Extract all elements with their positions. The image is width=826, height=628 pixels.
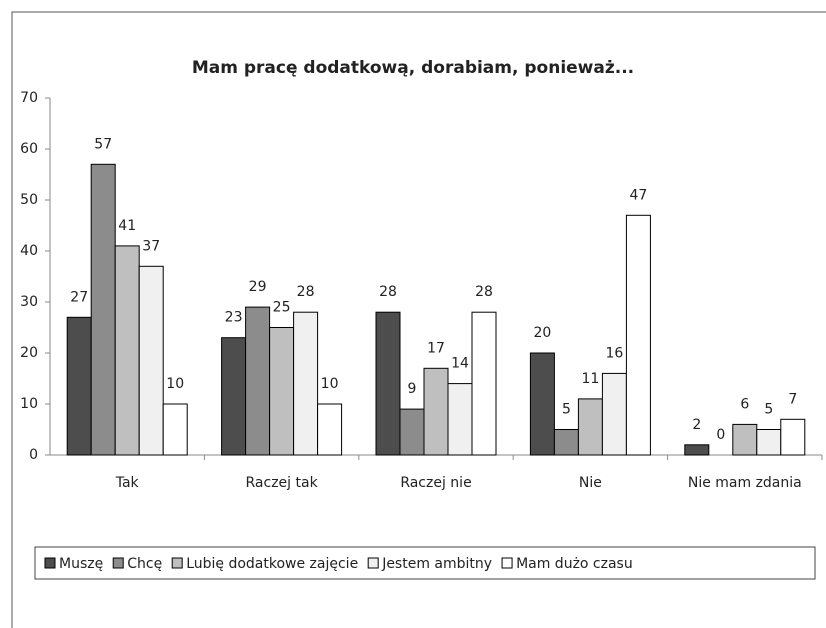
- data-label: 29: [249, 279, 267, 295]
- data-label: 5: [562, 402, 571, 418]
- legend-label: Lubię dodatkowe zajęcie: [186, 556, 358, 572]
- bar: [577, 398, 603, 456]
- data-label: 41: [118, 218, 136, 234]
- x-tick-label: Nie: [579, 475, 602, 491]
- bar: [529, 352, 555, 456]
- data-label: 17: [427, 340, 445, 356]
- bar: [423, 367, 449, 456]
- data-label: 27: [70, 289, 88, 305]
- legend-label: Chcę: [127, 556, 162, 572]
- data-label: 10: [166, 376, 184, 392]
- bar: [221, 337, 247, 456]
- y-tick-label: 0: [29, 447, 38, 463]
- data-label: 2: [692, 417, 701, 433]
- bar: [245, 306, 271, 456]
- data-label: 9: [408, 381, 417, 397]
- legend-label: Muszę: [59, 556, 103, 572]
- y-tick-label: 30: [20, 294, 38, 310]
- legend-swatch: [171, 557, 183, 569]
- data-label: 28: [475, 284, 493, 300]
- bar: [162, 403, 188, 456]
- data-label: 20: [533, 325, 551, 341]
- bar: [114, 245, 140, 456]
- data-label: 0: [716, 427, 725, 443]
- data-label: 47: [629, 187, 647, 203]
- legend-label: Jestem ambitny: [381, 556, 492, 572]
- y-tick-label: 40: [20, 243, 38, 259]
- bar: [732, 423, 758, 456]
- bar: [90, 163, 116, 456]
- bar: [447, 383, 473, 456]
- legend-swatch: [501, 557, 513, 569]
- bar: [625, 214, 651, 456]
- data-label: 37: [142, 238, 160, 254]
- legend-swatch: [367, 557, 379, 569]
- data-label: 7: [788, 391, 797, 407]
- x-tick-label: Tak: [115, 475, 140, 491]
- data-label: 11: [581, 371, 599, 387]
- data-label: 5: [764, 402, 773, 418]
- bar: [601, 372, 627, 456]
- bar: [684, 444, 710, 456]
- bar: [780, 418, 806, 456]
- x-tick-label: Raczej nie: [400, 475, 471, 491]
- legend-swatch: [44, 557, 56, 569]
- data-label: 57: [94, 136, 112, 152]
- data-label: 28: [379, 284, 397, 300]
- bar: [471, 311, 497, 456]
- chart-title: Mam pracę dodatkową, dorabiam, ponieważ.…: [192, 58, 634, 78]
- x-tick-label: Raczej tak: [246, 475, 319, 491]
- data-label: 14: [451, 356, 469, 372]
- bar: [756, 429, 782, 456]
- data-label: 16: [605, 345, 623, 361]
- chart-frame: [11, 11, 826, 628]
- data-label: 23: [225, 310, 243, 326]
- bar: [317, 403, 343, 456]
- legend-box: [34, 546, 816, 580]
- data-label: 10: [321, 376, 339, 392]
- bar: [138, 265, 164, 456]
- bar: [269, 327, 295, 456]
- y-tick-label: 10: [20, 396, 38, 412]
- data-label: 25: [273, 300, 291, 316]
- bar: [293, 311, 319, 456]
- data-label: 28: [297, 284, 315, 300]
- y-tick-label: 50: [20, 192, 38, 208]
- x-tick-label: Nie mam zdania: [688, 475, 802, 491]
- bar: [66, 316, 92, 456]
- y-tick-label: 20: [20, 345, 38, 361]
- data-label: 6: [740, 396, 749, 412]
- bar: [375, 311, 401, 456]
- y-tick-label: 70: [20, 90, 38, 106]
- y-tick-label: 60: [20, 141, 38, 157]
- bar: [553, 429, 579, 456]
- bar: [399, 408, 425, 456]
- legend-label: Mam dużo czasu: [516, 556, 633, 572]
- legend-swatch: [112, 557, 124, 569]
